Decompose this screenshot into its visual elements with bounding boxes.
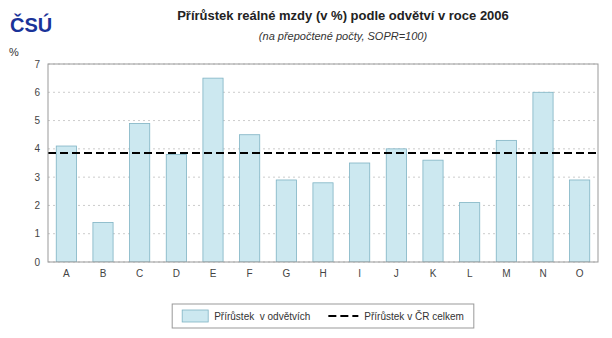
x-tick-label: B [100, 268, 107, 279]
legend: Přírůstek v odvětvích Přírůstek v ČR celk… [172, 304, 474, 328]
x-tick-label: K [430, 268, 437, 279]
x-tick-label: N [539, 268, 546, 279]
bar [93, 222, 113, 262]
x-tick-label: M [502, 268, 510, 279]
reference-line [48, 152, 598, 154]
bar [166, 155, 186, 262]
bar [130, 123, 150, 262]
title: Přírůstek reálné mzdy (v %) podle odvětv… [177, 8, 509, 23]
bar [386, 149, 406, 262]
y-tick-label: 7 [34, 59, 40, 70]
legend-label: Přírůstek v ČR celkem [364, 310, 463, 322]
x-tick-label: F [247, 268, 253, 279]
bar [570, 180, 590, 262]
x-tick-label: O [576, 268, 584, 279]
y-tick-label: 4 [34, 143, 40, 154]
y-tick-label: 3 [34, 172, 40, 183]
x-tick-label: E [210, 268, 217, 279]
plot-frame [48, 64, 598, 262]
grid-line [48, 92, 598, 93]
legend-label: Přírůstek v odvětvích [214, 311, 310, 322]
plot-area [48, 78, 598, 262]
bar [533, 92, 553, 262]
x-tick-label: I [358, 268, 361, 279]
x-tick-label: J [394, 268, 399, 279]
bar [350, 163, 370, 262]
bar [313, 183, 333, 262]
x-tick-label: H [319, 268, 326, 279]
y-tick-label: 0 [34, 257, 40, 268]
x-tick-label: A [63, 268, 70, 279]
x-tick-label: D [173, 268, 180, 279]
y-tick-label: 1 [34, 228, 40, 239]
bar [496, 140, 516, 262]
x-tick-label: G [282, 268, 290, 279]
subtitle: (na přepočtené počty, SOPR=100) [259, 30, 428, 42]
grid-line [48, 120, 598, 121]
x-tick-label: C [136, 268, 143, 279]
bar [276, 180, 296, 262]
legend-swatch [328, 315, 358, 317]
bar [203, 78, 223, 262]
y-tick-label: 2 [34, 200, 40, 211]
y-tick-label: 6 [34, 87, 40, 98]
y-tick-label: 5 [34, 115, 40, 126]
logo: ČSÚ [10, 13, 52, 36]
background [0, 0, 612, 338]
x-tick-label: L [467, 268, 473, 279]
legend-swatch [182, 310, 208, 322]
bar [423, 160, 443, 262]
bar [460, 203, 480, 262]
legend-frame [172, 304, 474, 328]
y-axis-label: % [9, 46, 19, 58]
bar [56, 146, 76, 262]
